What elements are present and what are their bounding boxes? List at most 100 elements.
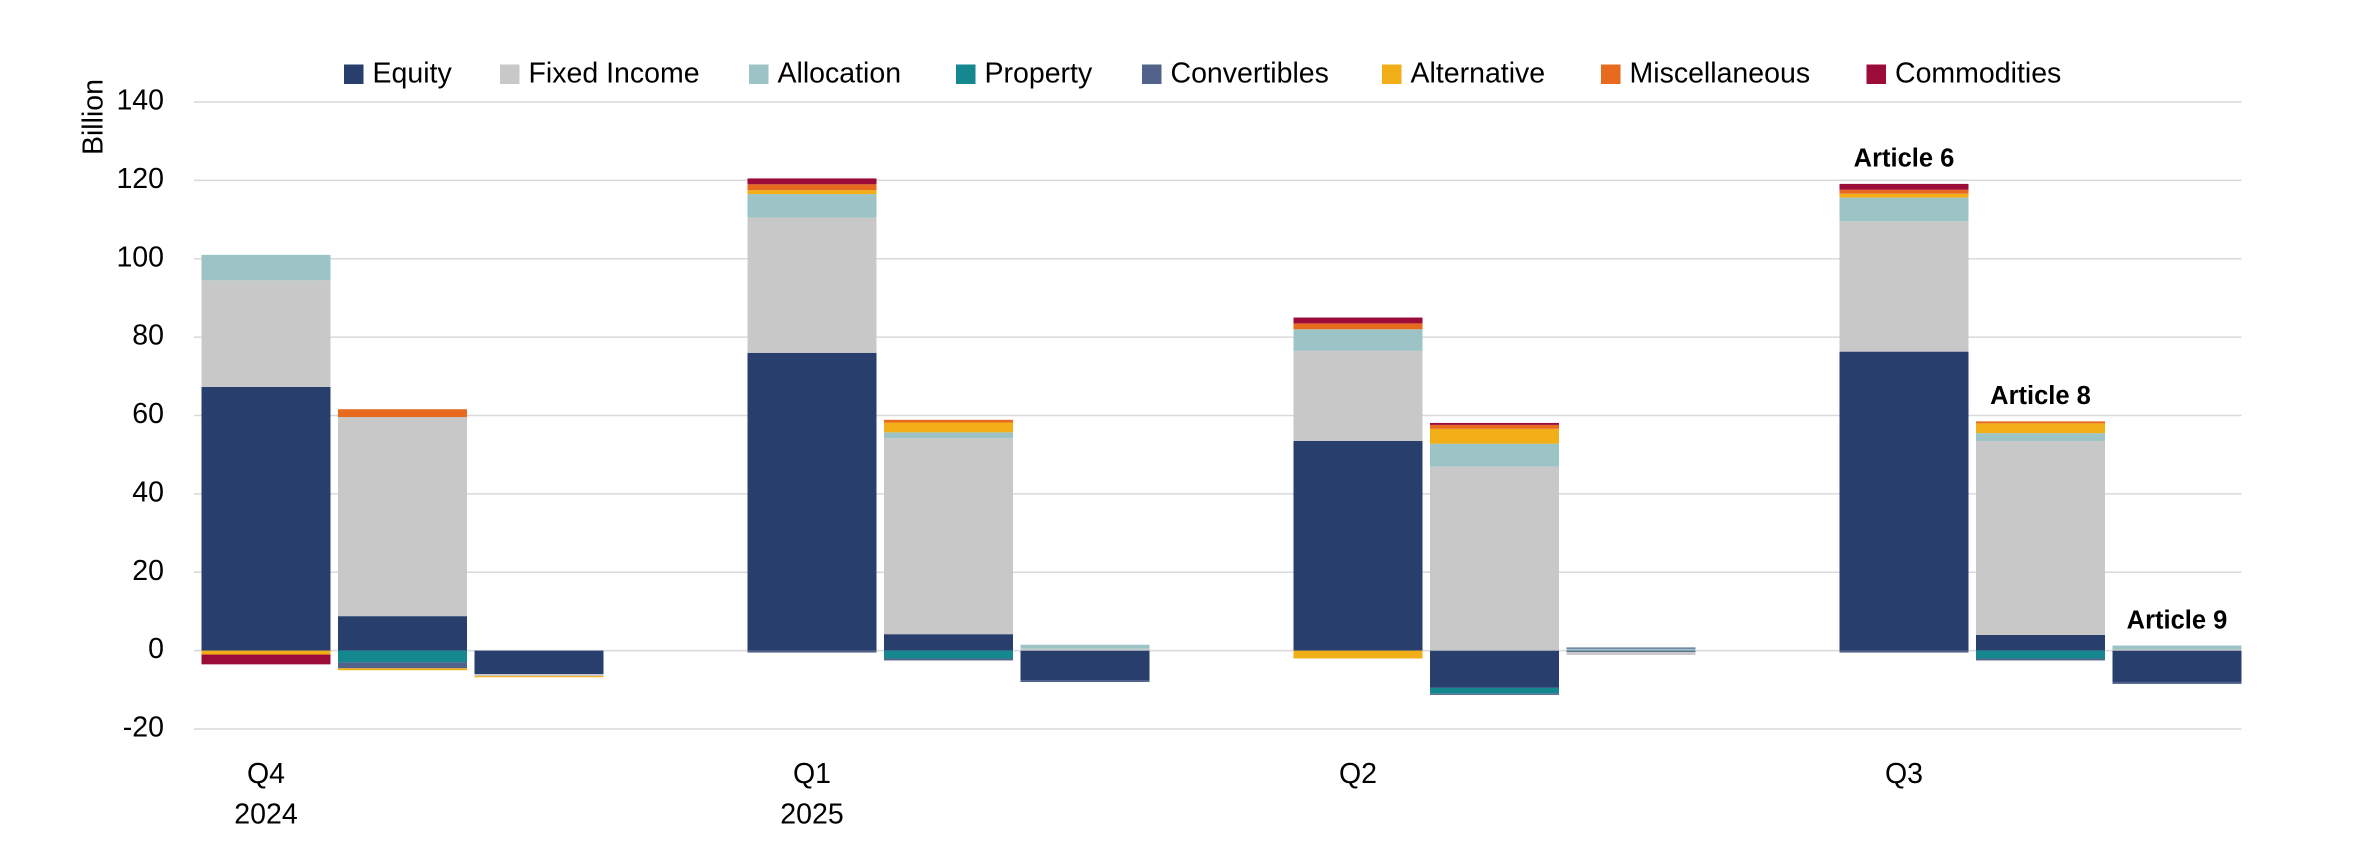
- legend-label: Convertibles: [1171, 58, 1329, 90]
- bar-segment: [1566, 648, 1696, 651]
- bar-segment: [474, 650, 604, 675]
- bar-segment: [201, 650, 331, 655]
- bar-segment: [747, 352, 877, 651]
- bar-segment: [338, 668, 467, 671]
- bar-segment: [1293, 350, 1423, 441]
- bar-segment: [1293, 323, 1423, 330]
- bar-segment: [1020, 680, 1150, 682]
- y-tick-label: 140: [116, 85, 164, 117]
- legend-swatch: [1866, 64, 1886, 84]
- bar-annotation: Article 8: [1990, 382, 2091, 410]
- legend-label: Miscellaneous: [1630, 58, 1811, 90]
- y-tick-label: 60: [132, 398, 164, 430]
- bar-segment: [1293, 440, 1423, 651]
- x-tick-label: Q4: [247, 758, 285, 790]
- legend-label: Alternative: [1411, 58, 1546, 90]
- bar-segment: [1430, 428, 1559, 444]
- bar-segment: [474, 674, 604, 677]
- y-tick-label: 80: [132, 320, 164, 352]
- bar-segment: [1566, 647, 1696, 649]
- bar-segment: [2112, 681, 2242, 684]
- bar-segment: [884, 432, 1013, 439]
- bar-segment: [1976, 658, 2105, 661]
- bar-segment: [1020, 648, 1150, 651]
- bar-segment: [201, 386, 331, 651]
- legend-label: Allocation: [778, 58, 902, 90]
- y-tick-label: 0: [148, 633, 164, 665]
- bar-segment: [747, 194, 877, 218]
- bar-segment: [1976, 423, 2105, 434]
- legend-swatch: [1142, 64, 1162, 84]
- bar-segment: [1293, 317, 1423, 324]
- bar-annotation: Article 9: [2127, 606, 2228, 634]
- bar-segment: [884, 650, 1013, 659]
- bar-segment: [1839, 189, 1969, 194]
- bar-segment: [1839, 183, 1969, 190]
- bar-annotation: Article 6: [1854, 145, 1955, 173]
- bar-segment: [1839, 197, 1969, 222]
- bar-segment: [1976, 440, 2105, 635]
- legend-label: Commodities: [1895, 58, 2061, 90]
- x-tick-label: 2025: [780, 799, 843, 831]
- bar-segment: [1020, 650, 1150, 681]
- bar-segment: [884, 658, 1013, 661]
- x-tick-label: 2024: [234, 799, 298, 831]
- bar-segment: [747, 184, 877, 191]
- bar-segment: [1839, 193, 1969, 198]
- bar-segment: [1839, 351, 1969, 651]
- bar-segment: [747, 190, 877, 195]
- legend-swatch: [749, 64, 769, 84]
- bar-segment: [747, 178, 877, 185]
- bar-segment: [338, 409, 467, 418]
- bar-segment: [1976, 650, 2105, 659]
- bar-segment: [1430, 424, 1559, 429]
- legend-label: Fixed Income: [529, 58, 700, 90]
- bar-segment: [1430, 466, 1559, 651]
- x-tick-label: Q1: [793, 758, 831, 790]
- legend-swatch: [1601, 64, 1621, 84]
- bar-segment: [2112, 649, 2242, 651]
- legend-swatch: [344, 64, 364, 84]
- bar-segment: [1976, 634, 2105, 651]
- x-tick-label: Q2: [1339, 758, 1377, 790]
- bar-segment: [1430, 687, 1559, 694]
- bar-segment: [2112, 650, 2242, 682]
- bar-segment: [1020, 644, 1150, 649]
- y-tick-label: 100: [116, 241, 164, 273]
- y-tick-label: 120: [116, 163, 164, 195]
- bar-segment: [474, 676, 604, 678]
- bar-segment: [1566, 650, 1696, 652]
- bar-segment: [747, 217, 877, 353]
- bar-segment: [1976, 421, 2105, 424]
- bar-segment: [338, 662, 467, 669]
- legend-swatch: [1382, 64, 1402, 84]
- bar-segment: [1293, 329, 1423, 351]
- bar-segment: [1430, 693, 1559, 695]
- y-tick-label: 20: [132, 555, 164, 587]
- legend-swatch: [500, 64, 520, 84]
- bar-segment: [1566, 651, 1696, 655]
- bar-segment: [884, 422, 1013, 433]
- bar-segment: [747, 650, 877, 653]
- bar-segment: [884, 438, 1013, 635]
- bar-segment: [1839, 221, 1969, 352]
- bar-segment: [338, 417, 467, 617]
- y-axis-label: Billion: [78, 79, 110, 155]
- legend-swatch: [956, 64, 976, 84]
- bar-segment: [884, 419, 1013, 423]
- bar-segment: [1976, 433, 2105, 441]
- legend-label: Equity: [373, 58, 453, 90]
- bar-segment: [1430, 422, 1559, 425]
- x-tick-label: Q3: [1885, 758, 1923, 790]
- bar-segment: [338, 616, 467, 651]
- bar-segment: [2112, 645, 2242, 650]
- bar-segment: [201, 280, 331, 387]
- bar-segment: [201, 254, 331, 281]
- bar-segment: [1430, 443, 1559, 467]
- bar-segment: [884, 634, 1013, 651]
- bar-segment: [1430, 650, 1559, 688]
- y-tick-label: 40: [132, 476, 164, 508]
- y-tick-label: -20: [123, 712, 164, 744]
